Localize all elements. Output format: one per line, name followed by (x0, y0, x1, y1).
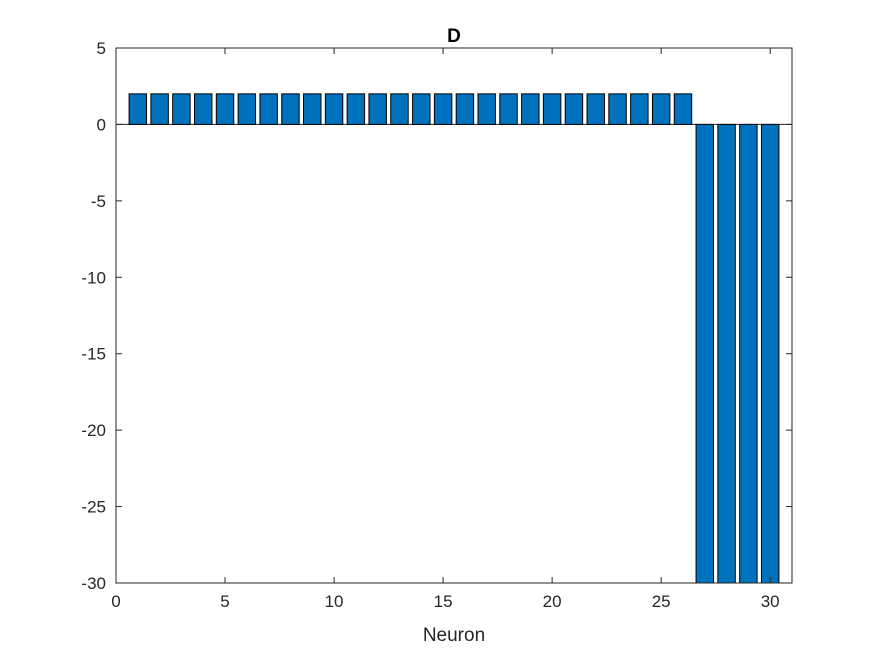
x-tick-label: 25 (652, 592, 671, 611)
x-tick-label: 0 (111, 592, 120, 611)
bar-neuron-13 (390, 93, 409, 125)
y-tick-label: -5 (91, 192, 106, 211)
x-tick-label: 30 (761, 592, 780, 611)
y-tick-label: -20 (81, 421, 106, 440)
x-axis-label: Neuron (423, 625, 485, 646)
bar-neuron-22 (586, 93, 605, 125)
bar-neuron-2 (150, 93, 169, 125)
bar-neuron-28 (717, 123, 736, 584)
bar-neuron-21 (564, 93, 584, 125)
bars (128, 93, 780, 584)
bar-neuron-10 (324, 93, 344, 125)
bar-neuron-29 (739, 123, 758, 584)
bar-neuron-17 (477, 93, 496, 125)
bar-neuron-15 (433, 93, 453, 125)
bar-neuron-11 (346, 93, 366, 125)
bar-neuron-24 (630, 93, 649, 125)
x-tick-label: 10 (325, 592, 344, 611)
bar-neuron-12 (368, 93, 387, 125)
y-tick-label: 0 (97, 115, 106, 134)
x-axis-ticks: 0 5 10 15 20 25 30 (111, 48, 780, 611)
bar-neuron-4 (194, 93, 213, 125)
bar-neuron-26 (673, 93, 693, 125)
bar-neuron-9 (303, 93, 322, 125)
y-axis-ticks: 5 0 -5 -10 -15 -20 -25 -30 (81, 39, 792, 593)
bar-neuron-20 (542, 93, 562, 125)
y-tick-label: -15 (81, 345, 106, 364)
bar-neuron-16 (455, 93, 475, 125)
bar-neuron-19 (521, 93, 540, 125)
y-tick-label: -30 (81, 574, 106, 593)
chart-title: D (447, 26, 461, 47)
bar-neuron-8 (281, 93, 300, 125)
y-tick-label: -10 (81, 268, 106, 287)
bar-neuron-3 (172, 93, 191, 125)
x-tick-label: 5 (220, 592, 229, 611)
y-tick-label: 5 (97, 39, 106, 58)
bar-neuron-25 (651, 93, 671, 125)
bar-neuron-1 (128, 93, 148, 125)
bar-neuron-23 (608, 93, 627, 125)
bar-neuron-30 (760, 123, 780, 584)
bar-neuron-7 (259, 93, 278, 125)
bar-neuron-6 (237, 93, 257, 125)
y-tick-label: -25 (81, 498, 106, 517)
plot-frame (115, 47, 793, 584)
x-tick-label: 20 (543, 592, 562, 611)
plot-area (116, 48, 792, 583)
x-tick-label: 15 (434, 592, 453, 611)
bar-neuron-27 (695, 123, 714, 584)
bar-neuron-14 (412, 93, 431, 125)
bar-neuron-18 (499, 93, 518, 125)
bar-neuron-5 (215, 93, 235, 125)
